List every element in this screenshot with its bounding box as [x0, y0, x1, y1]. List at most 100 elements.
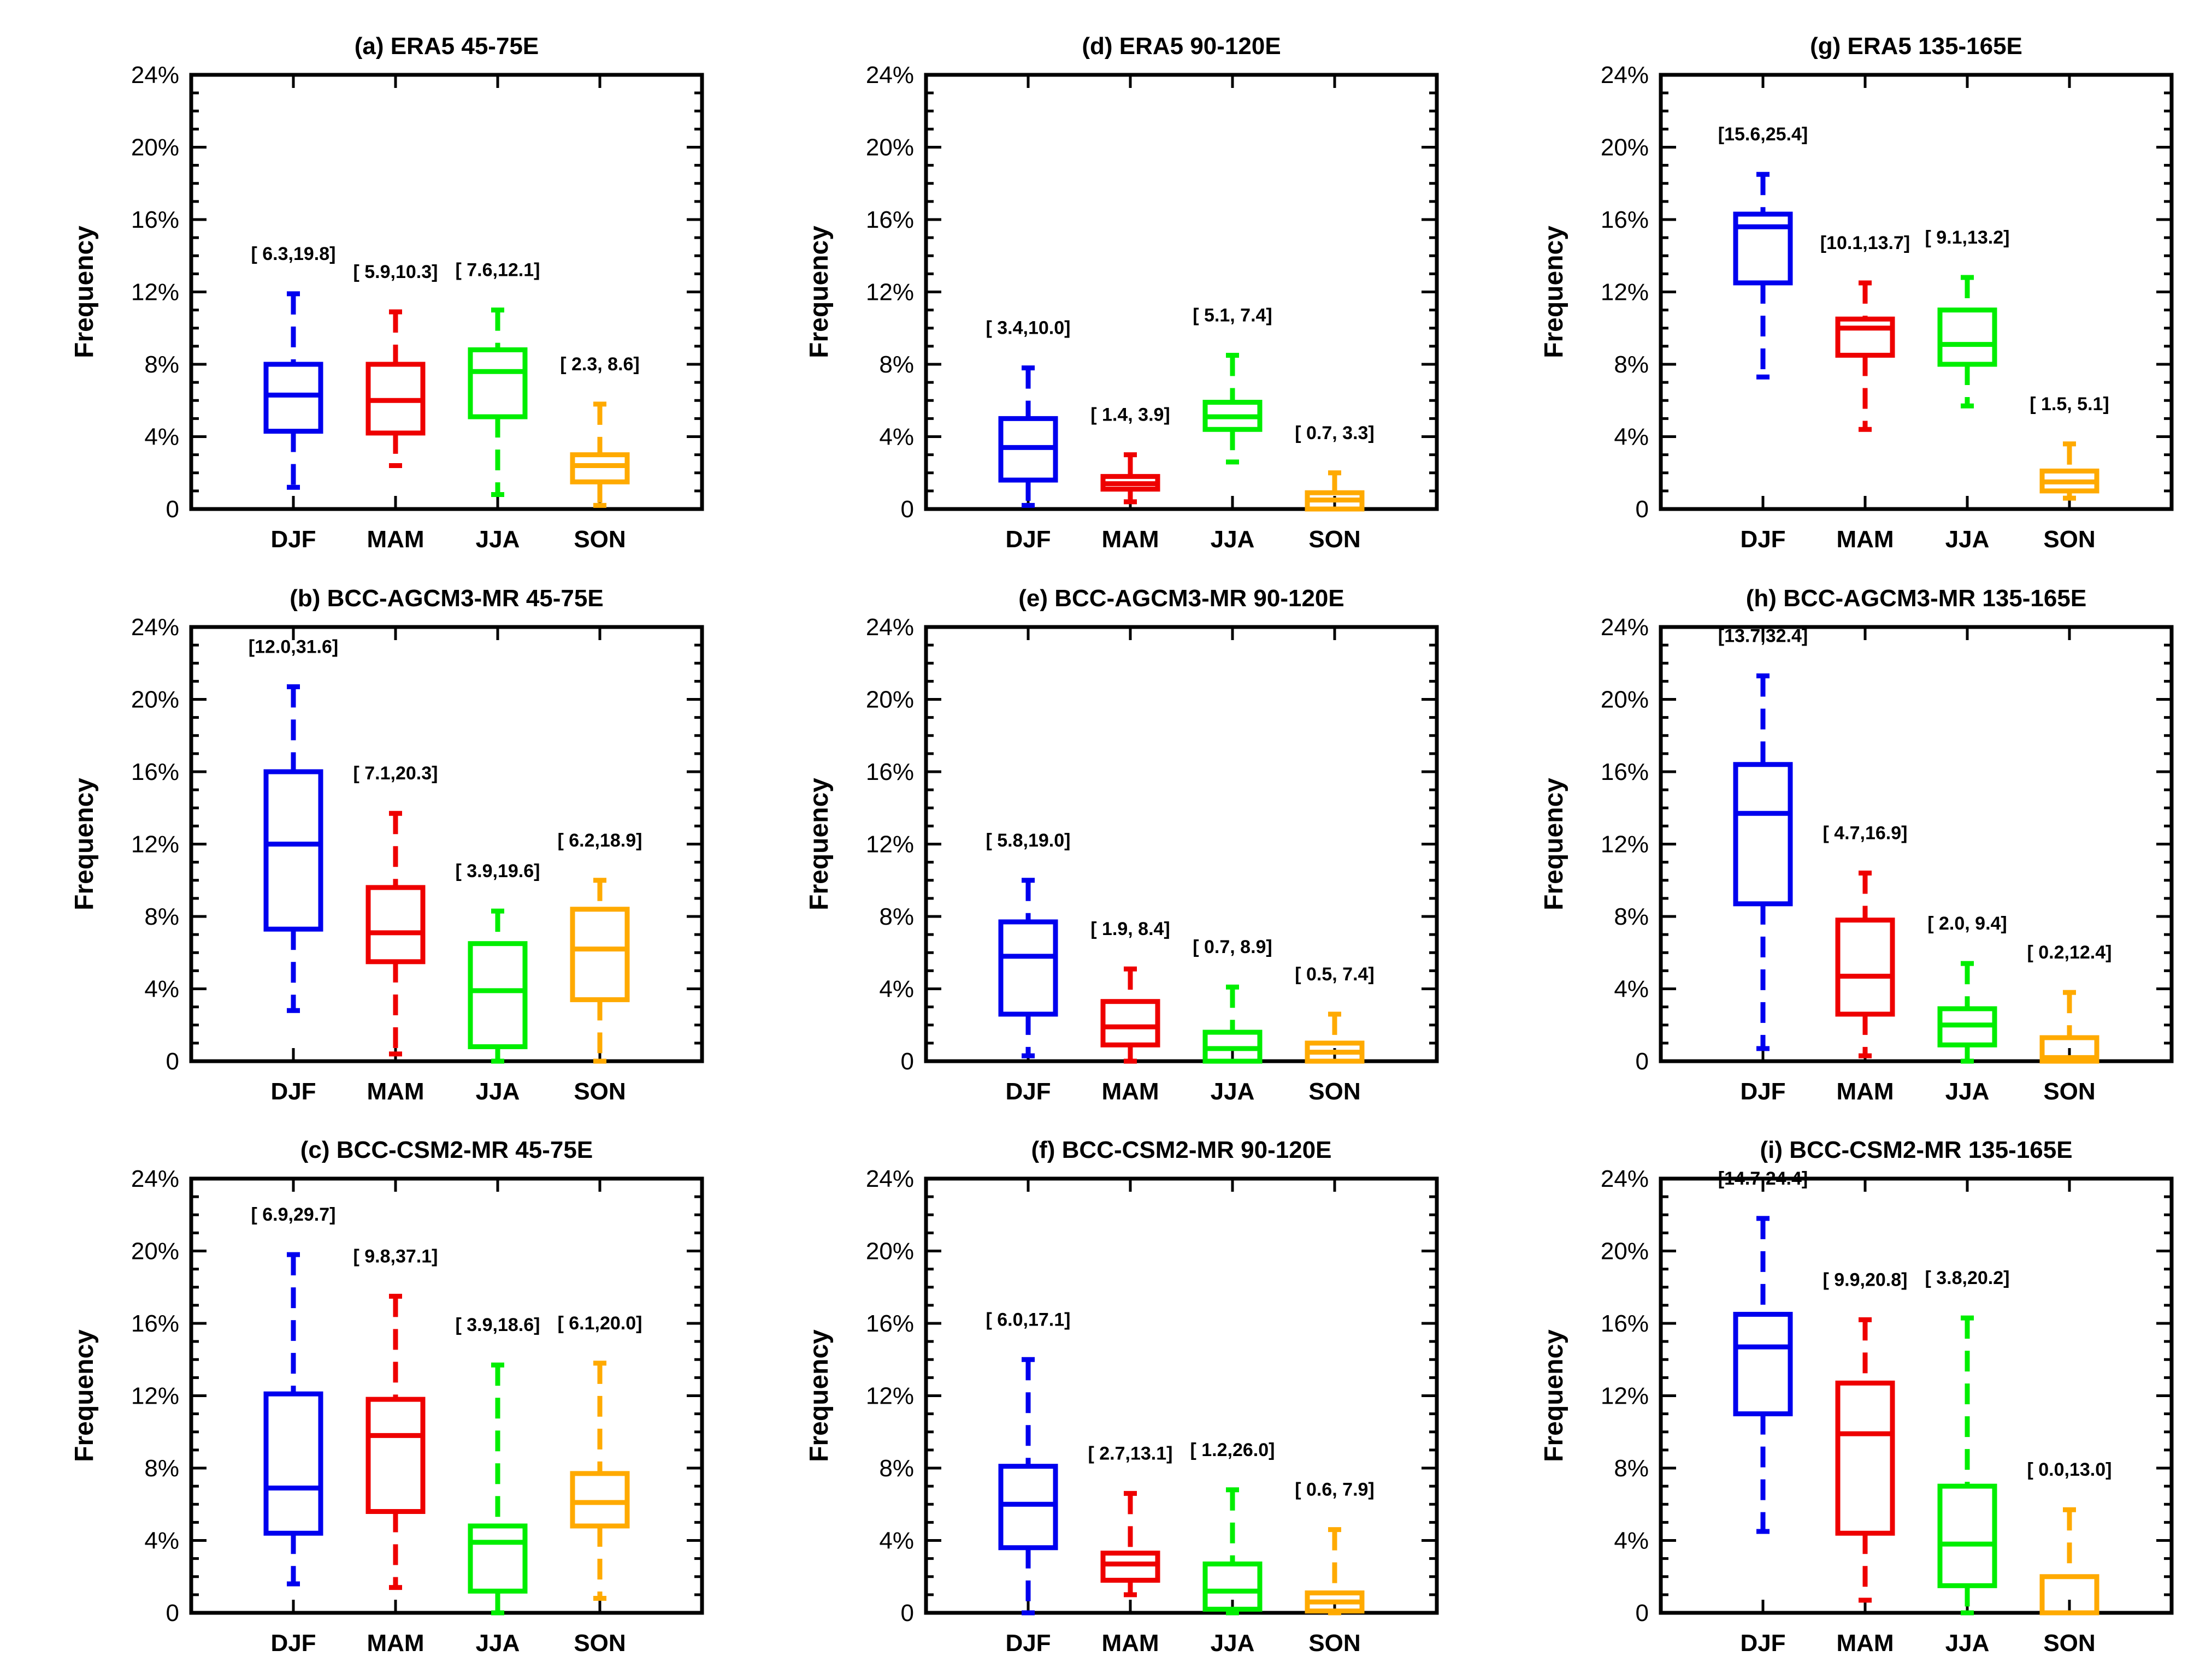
box-djf: [ 6.9,29.7] DJF	[251, 1179, 336, 1657]
y-tick-label: 8%	[144, 1455, 179, 1482]
x-tick-label: SON	[2043, 1078, 2095, 1105]
iqr-box	[468, 941, 528, 1049]
x-tick-label: JJA	[1211, 1078, 1255, 1105]
y-axis-label: Frequency	[805, 778, 834, 910]
y-tick-label: 16%	[1601, 759, 1649, 785]
y-tick-label: 0	[166, 496, 179, 523]
y-tick-label: 16%	[866, 1310, 914, 1337]
y-tick-label: 20%	[131, 1238, 179, 1265]
x-tick-label: MAM	[1101, 526, 1159, 553]
y-tick-label: 20%	[1601, 134, 1649, 161]
box-jja: [ 3.9,19.6] JJA	[456, 627, 540, 1105]
box-mam: [ 1.9, 8.4] MAM	[1090, 627, 1170, 1105]
y-tick-label: 24%	[1601, 614, 1649, 641]
box-djf: [14.7,24.4] DJF	[1718, 1168, 1808, 1657]
y-tick-label: 4%	[144, 976, 179, 1003]
range-label: [ 9.9,20.8]	[1823, 1269, 1908, 1290]
box-son: [ 0.0,13.0] SON	[2027, 1179, 2112, 1657]
iqr-box	[570, 907, 630, 1002]
y-tick-label: 24%	[131, 62, 179, 88]
x-tick-label: MAM	[367, 1630, 424, 1657]
x-tick-label: JJA	[1945, 1630, 1990, 1657]
x-tick-label: DJF	[1740, 1630, 1785, 1657]
iqr-box	[263, 769, 323, 932]
x-tick-label: DJF	[1740, 1078, 1785, 1105]
range-label: [14.7,24.4]	[1718, 1168, 1808, 1189]
panel-title: (g) ERA5 135-165E	[1810, 33, 2022, 60]
x-tick-label: DJF	[270, 526, 316, 553]
box-jja: [ 1.2,26.0] JJA	[1190, 1179, 1275, 1657]
range-label: [ 2.7,13.1]	[1088, 1443, 1173, 1464]
y-axis-label: Frequency	[805, 1329, 834, 1462]
y-tick-label: 16%	[866, 759, 914, 785]
panel-c: (c) BCC-CSM2-MR 45-75E Frequency 0 4% 8% 12% 1…	[70, 1137, 704, 1657]
y-tick-label: 0	[1636, 1600, 1649, 1626]
box-djf: [13.7,32.4] DJF	[1718, 625, 1808, 1105]
panel-title: (d) ERA5 90-120E	[1082, 33, 1281, 60]
box-mam: [10.1,13.7] MAM	[1820, 75, 1910, 553]
box-djf: [ 6.0,17.1] DJF	[986, 1179, 1070, 1657]
y-tick-label: 12%	[1601, 1383, 1649, 1410]
x-tick-label: MAM	[367, 1078, 424, 1105]
box-mam: [ 5.9,10.3] MAM	[353, 75, 438, 553]
range-label: [ 3.9,18.6]	[456, 1315, 540, 1335]
x-tick-label: MAM	[1836, 526, 1894, 553]
y-tick-label: 4%	[1614, 976, 1649, 1003]
x-tick-label: DJF	[1005, 1078, 1051, 1105]
y-axis-label: Frequency	[1540, 226, 1568, 358]
x-tick-label: MAM	[1101, 1630, 1159, 1657]
panel-title: (i) BCC-CSM2-MR 135-165E	[1760, 1137, 2072, 1163]
range-label: [ 6.9,29.7]	[251, 1204, 336, 1225]
iqr-box	[1733, 1311, 1793, 1417]
range-label: [ 6.2,18.9]	[558, 830, 642, 851]
y-tick-label: 16%	[1601, 206, 1649, 233]
box-son: [ 1.5, 5.1] SON	[2030, 75, 2109, 553]
box-jja: [ 9.1,13.2] JJA	[1925, 75, 2009, 553]
range-label: [ 7.6,12.1]	[456, 260, 540, 281]
y-tick-label: 0	[1636, 496, 1649, 523]
box-djf: [12.0,31.6] DJF	[249, 627, 338, 1105]
x-tick-label: SON	[574, 1078, 626, 1105]
y-tick-label: 4%	[144, 424, 179, 451]
box-son: [ 6.1,20.0] SON	[558, 1179, 642, 1657]
range-label: [ 2.3, 8.6]	[560, 354, 640, 375]
box-djf: [ 3.4,10.0] DJF	[986, 75, 1070, 553]
y-axis-label: Frequency	[70, 1329, 99, 1462]
iqr-box	[468, 347, 528, 419]
x-tick-label: SON	[2043, 1630, 2095, 1657]
x-tick-label: JJA	[1211, 526, 1255, 553]
y-tick-label: 24%	[1601, 1166, 1649, 1192]
y-tick-label: 0	[166, 1048, 179, 1075]
iqr-box	[1733, 762, 1793, 907]
y-tick-label: 16%	[866, 206, 914, 233]
panel-d: (d) ERA5 90-120E Frequency 0 4% 8% 12% 16% 20% 2…	[805, 33, 1439, 553]
x-tick-label: SON	[574, 1630, 626, 1657]
iqr-box	[365, 1397, 426, 1514]
y-tick-label: 4%	[1614, 1528, 1649, 1554]
y-tick-label: 4%	[879, 976, 914, 1003]
box-jja: [ 0.7, 8.9] JJA	[1193, 627, 1272, 1105]
range-label: [ 2.0, 9.4]	[1927, 913, 2007, 934]
y-tick-label: 16%	[131, 759, 179, 785]
y-axis-label: Frequency	[70, 226, 99, 358]
y-tick-label: 0	[1636, 1048, 1649, 1075]
y-tick-label: 20%	[866, 134, 914, 161]
box-jja: [ 5.1, 7.4] JJA	[1193, 75, 1272, 553]
y-axis-label: Frequency	[1540, 1329, 1568, 1462]
y-tick-label: 12%	[1601, 279, 1649, 306]
y-axis-label: Frequency	[1540, 778, 1568, 910]
plot-frame	[189, 73, 704, 511]
box-mam: [ 9.8,37.1] MAM	[353, 1179, 438, 1657]
y-tick-label: 0	[166, 1600, 179, 1626]
x-tick-label: SON	[574, 526, 626, 553]
range-label: [ 3.8,20.2]	[1925, 1268, 2010, 1288]
range-label: [12.0,31.6]	[249, 636, 338, 657]
iqr-box	[1100, 1551, 1160, 1583]
box-djf: [15.6,25.4] DJF	[1718, 75, 1808, 553]
iqr-box	[1937, 307, 1997, 367]
y-tick-label: 24%	[1601, 62, 1649, 88]
box-jja: [ 3.8,20.2] JJA	[1925, 1179, 2010, 1657]
iqr-box	[998, 1464, 1058, 1551]
y-tick-label: 8%	[1614, 351, 1649, 378]
